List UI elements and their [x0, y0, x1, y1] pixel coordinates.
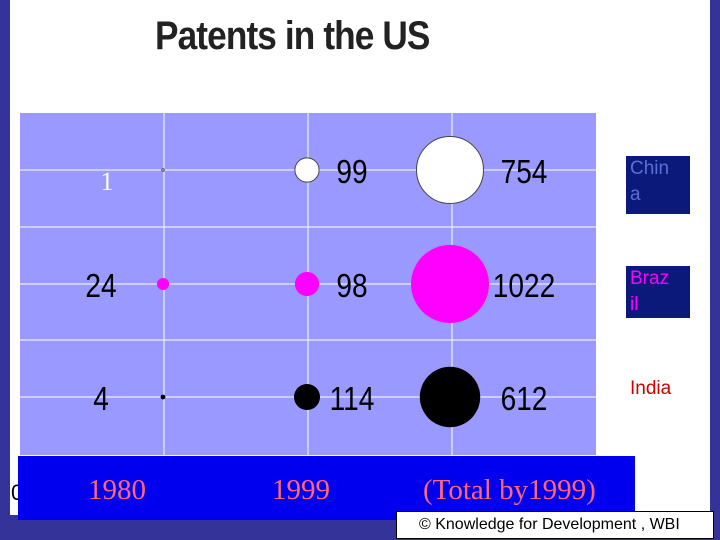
legend-china-line-2: a: [630, 184, 641, 205]
bubble-brazil-1: [294, 271, 320, 297]
chart-title: Patents in the US: [155, 14, 430, 58]
data-label-india-0: 4: [93, 381, 109, 418]
credit-footer: © Knowledge for Development , WBI: [396, 511, 714, 539]
legend-brazil-line-1: Braz: [630, 268, 670, 289]
data-label-china-2: 754: [501, 154, 548, 191]
category-axis-bar: [18, 456, 635, 520]
bubble-brazil-0: [157, 278, 169, 290]
legend-brazil-line-2: il: [630, 294, 639, 315]
data-label-china-1: 99: [336, 154, 367, 191]
category-label-total: (Total by1999): [423, 474, 596, 506]
bubble-india-2: [419, 366, 481, 428]
bubble-india-1: [294, 384, 320, 410]
data-label-india-2: 612: [501, 381, 548, 418]
data-label-china-0: 1: [101, 167, 114, 196]
bubble-india-0: [160, 394, 166, 400]
bubble-china-1: [294, 157, 320, 183]
legend-india: India: [626, 376, 675, 402]
bubble-china-2: [416, 136, 484, 204]
legend-china: Chin a: [626, 156, 690, 214]
bubble-china-0: [161, 168, 165, 172]
legend-brazil: Braz il: [626, 266, 690, 318]
category-label-1999: 1999: [272, 474, 330, 506]
data-label-brazil-0: 24: [85, 268, 116, 305]
category-label-1980: 1980: [88, 474, 146, 506]
bubble-brazil-2: [411, 245, 489, 323]
data-label-india-1: 114: [330, 381, 375, 418]
data-label-brazil-2: 1022: [493, 268, 555, 305]
legend-india-line-1: India: [630, 378, 672, 399]
data-label-brazil-1: 98: [336, 268, 367, 305]
legend-china-line-1: Chin: [630, 158, 670, 179]
